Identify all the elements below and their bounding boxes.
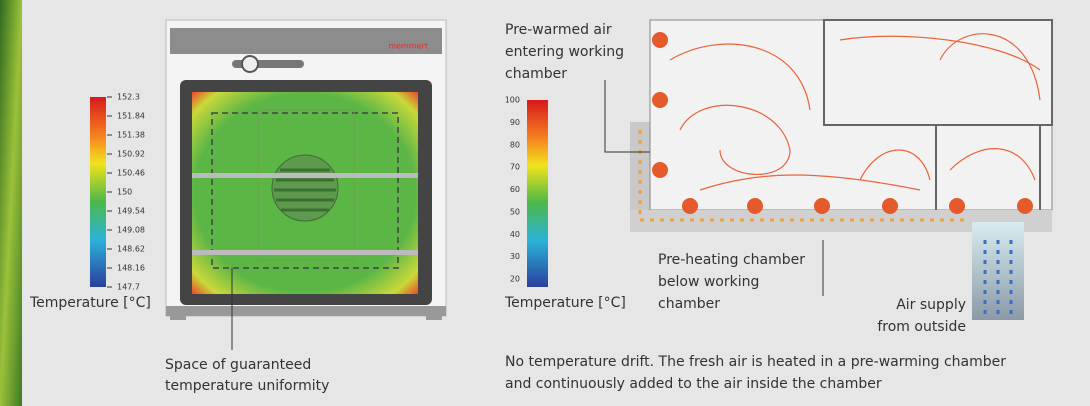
label: below working bbox=[658, 274, 759, 290]
scale-title: Temperature [°C] bbox=[504, 295, 626, 311]
label: chamber bbox=[658, 296, 720, 312]
label: Air supply bbox=[896, 297, 966, 313]
scale-label: 30 bbox=[510, 252, 520, 261]
scale-label: 148.62 bbox=[117, 245, 145, 254]
scale-label: 20 bbox=[510, 275, 520, 284]
label: entering working bbox=[505, 44, 624, 60]
scale-label: 151.84 bbox=[117, 112, 145, 121]
color-scale bbox=[527, 100, 548, 287]
label: Pre-heating chamber bbox=[658, 252, 805, 268]
scale-label: 60 bbox=[510, 185, 520, 194]
annotation: temperature uniformity bbox=[165, 378, 329, 394]
scale-label: 40 bbox=[510, 230, 520, 239]
oven: memmert bbox=[166, 20, 446, 320]
scale-label: 80 bbox=[510, 140, 520, 149]
label: from outside bbox=[877, 319, 966, 335]
label: Pre-warmed air bbox=[505, 22, 612, 38]
page: Temperature [°C] memmert Space of guaran… bbox=[0, 0, 1090, 406]
scale-label: 150.92 bbox=[117, 150, 145, 159]
scale-label: 150.46 bbox=[117, 169, 145, 178]
annotation: Space of guaranteed bbox=[165, 357, 311, 373]
scale-label: 100 bbox=[505, 96, 520, 105]
scale-title: Temperature [°C] bbox=[29, 295, 151, 311]
brand: memmert bbox=[388, 42, 428, 51]
scale-label: 150 bbox=[117, 188, 132, 197]
scale-label: 152.3 bbox=[117, 93, 140, 102]
caption: No temperature drift. The fresh air is h… bbox=[505, 354, 1006, 370]
scale-label: 70 bbox=[510, 163, 520, 172]
color-scale bbox=[90, 97, 106, 287]
caption: and continuously added to the air inside… bbox=[505, 376, 882, 392]
scale-label: 151.38 bbox=[117, 131, 145, 140]
scale-label: 50 bbox=[510, 207, 520, 216]
scale-label: 90 bbox=[510, 118, 520, 127]
scale-label: 149.54 bbox=[117, 207, 145, 216]
scale-label: 147.7 bbox=[117, 283, 140, 292]
decor-strip bbox=[0, 0, 22, 406]
scale-label: 148.16 bbox=[117, 264, 145, 273]
label: chamber bbox=[505, 66, 567, 82]
scale-label: 149.08 bbox=[117, 226, 145, 235]
